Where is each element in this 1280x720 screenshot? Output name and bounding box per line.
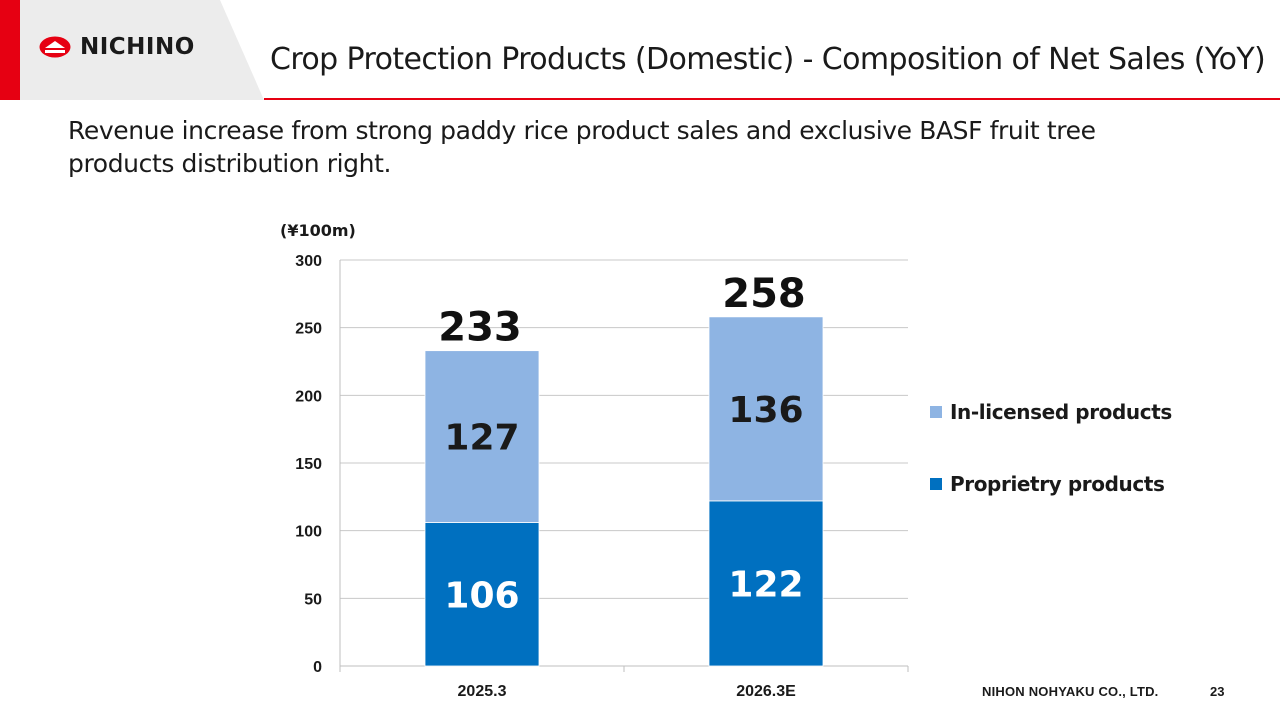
y-tick-label: 300 [295, 253, 322, 270]
y-tick-label: 200 [295, 388, 322, 405]
bar-in-licensed [708, 316, 824, 502]
legend-swatch-proprietary [930, 478, 942, 490]
bar-total-label: 258 [722, 271, 806, 317]
x-category-label: 2026.3E [736, 683, 796, 700]
bar-in-licensed [424, 350, 540, 523]
footer-company: NIHON NOHYAKU CO., LTD. [982, 684, 1159, 699]
bar-total-label: 233 [438, 305, 522, 351]
bar-value-label: 106 [444, 575, 519, 616]
bar-proprietary [424, 522, 540, 667]
header-accent-bar [0, 0, 20, 100]
bar-value-label: 122 [728, 564, 803, 605]
bar-proprietary [708, 500, 824, 667]
page-title: Crop Protection Products (Domestic) - Co… [270, 42, 1266, 77]
page-number: 23 [1210, 684, 1225, 699]
x-category-label: 2025.3 [458, 683, 507, 700]
slide-subtitle: Revenue increase from strong paddy rice … [68, 116, 1096, 178]
bar-value-label: 136 [728, 390, 803, 431]
legend-swatch-in-licensed [930, 406, 942, 418]
bar-value-label: 127 [444, 418, 519, 459]
legend-item-in-licensed: In-licensed products [930, 400, 1172, 424]
logo: NICHINO [38, 34, 195, 60]
legend-label-in-licensed: In-licensed products [950, 400, 1172, 424]
y-tick-label: 0 [313, 659, 322, 676]
y-tick-label: 250 [295, 321, 322, 338]
y-tick-label: 50 [304, 591, 322, 608]
legend-item-proprietary: Proprietry products [930, 472, 1172, 496]
chart-legend: In-licensed products Proprietry products [930, 400, 1172, 544]
y-tick-label: 100 [295, 524, 322, 541]
y-tick-label: 150 [295, 456, 322, 473]
y-unit-label: (¥100m) [280, 221, 356, 240]
nichino-logo-icon [39, 36, 71, 58]
title-underline [264, 98, 1280, 100]
logo-text: NICHINO [80, 34, 195, 60]
legend-label-proprietary: Proprietry products [950, 472, 1165, 496]
